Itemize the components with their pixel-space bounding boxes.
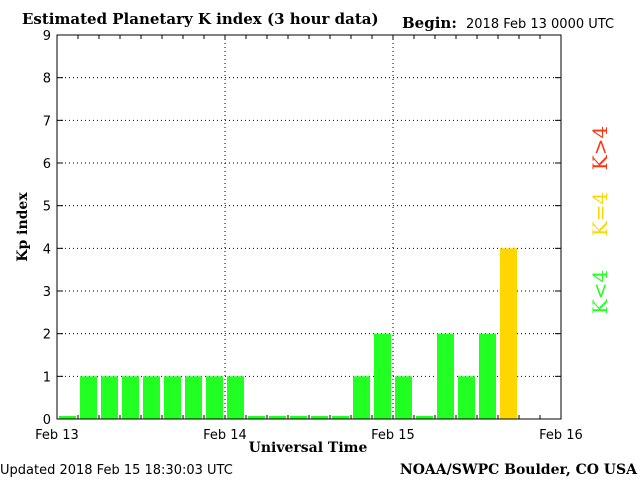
updated-timestamp: Updated 2018 Feb 15 18:30:03 UTC [0,463,233,478]
kp-bar [122,376,139,419]
kp-bar [353,376,370,419]
source-credit: NOAA/SWPC Boulder, CO USA [400,462,638,478]
legend-mid: K=4 [588,192,612,236]
legend-high: K>4 [588,126,612,170]
kp-bar [395,376,412,419]
x-tick-label: Feb 14 [203,428,247,443]
kp-bar [185,376,202,419]
y-tick-label: 5 [43,200,51,215]
grid [57,35,561,419]
legend-low: K<4 [588,270,612,314]
y-tick-label: 9 [43,29,51,44]
y-ticks: 0 1 2 3 4 5 6 7 8 9 [43,29,561,428]
kp-bar [437,333,454,419]
y-tick-label: 3 [43,285,51,300]
y-tick-label: 8 [43,72,51,87]
kp-bar [269,416,286,419]
kp-bar [500,248,517,419]
kp-bar [143,376,160,419]
kp-bar [206,376,223,419]
y-tick-label: 6 [43,157,51,172]
x-axis-title: Universal Time [249,440,368,456]
kp-bar [248,416,265,419]
kp-bar [59,416,76,419]
begin-value: 2018 Feb 13 0000 UTC [466,17,614,32]
y-tick-label: 1 [43,370,51,385]
kp-bar [227,376,244,419]
kp-bar [101,376,118,419]
kp-bar [290,416,307,419]
kp-bar [80,376,97,419]
kp-bar [374,333,391,419]
y-tick-label: 7 [43,114,51,129]
kp-bar [332,416,349,419]
bars [59,248,517,419]
x-tick-label: Feb 13 [35,428,79,443]
y-tick-label: 0 [43,413,51,428]
y-axis-title: Kp index [15,192,31,262]
begin-label: Begin: [402,14,457,32]
kp-bar [458,376,475,419]
y-tick-label: 2 [43,328,51,343]
x-ticks: Feb 13 Feb 14 Feb 15 Feb 16 [35,35,583,443]
chart-title: Estimated Planetary K index (3 hour data… [22,10,379,28]
kp-bar [311,416,328,419]
x-tick-label: Feb 15 [371,428,415,443]
kp-bar [479,333,496,419]
kp-bar [416,416,433,419]
kp-bar [164,376,181,419]
y-tick-label: 4 [43,242,51,257]
x-tick-label: Feb 16 [539,428,583,443]
